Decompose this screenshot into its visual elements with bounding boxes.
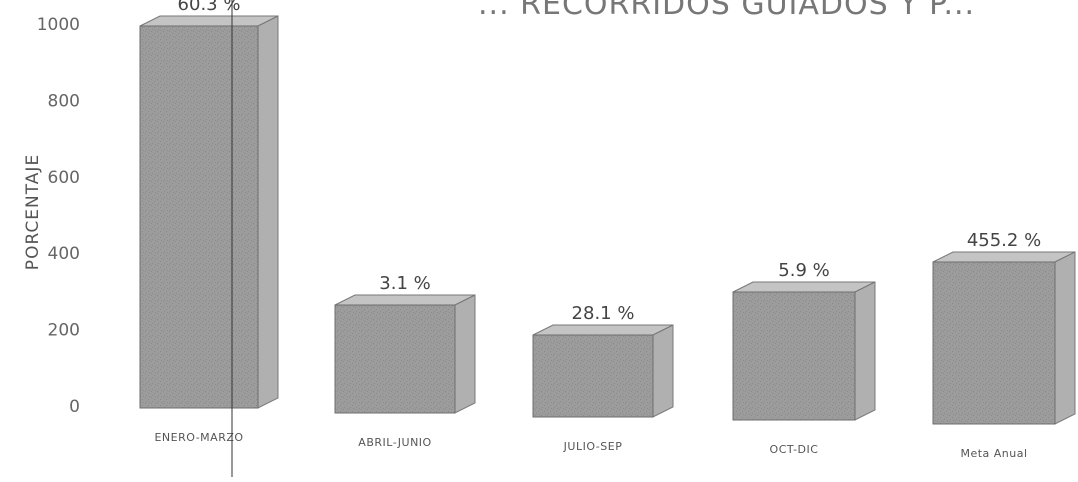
bar-front-face [334, 304, 456, 414]
bar-side-face [257, 15, 279, 409]
category-label: Meta Anual [960, 447, 1027, 460]
bar-front-face [532, 334, 654, 418]
data-label: 28.1 % [572, 303, 635, 324]
y-tick-label: 800 [48, 91, 80, 111]
bar [334, 294, 476, 414]
bar-top-face [732, 281, 876, 293]
bar [139, 15, 279, 409]
y-tick-label: 400 [48, 244, 80, 264]
bar [932, 251, 1076, 425]
bar-front-face [732, 291, 856, 421]
data-label: 5.9 % [778, 260, 829, 281]
y-tick-label: 1000 [37, 15, 80, 35]
bar-top-face [139, 15, 279, 27]
y-axis-ticks: 0 200 400 600 800 1000 [37, 15, 80, 417]
bar-front-face [139, 25, 259, 409]
category-label: JULIO-SEP [563, 440, 623, 453]
data-label: 455.2 % [967, 230, 1041, 251]
data-label: 60.3 % [178, 0, 241, 15]
data-label: 3.1 % [379, 273, 430, 294]
bar-side-face [1054, 251, 1076, 425]
bar-top-face [334, 294, 476, 306]
bar-top-face [532, 324, 674, 336]
bar-side-face [454, 294, 476, 414]
bar [732, 281, 876, 421]
y-tick-label: 0 [69, 397, 80, 417]
y-axis-label: PORCENTAJE [23, 154, 43, 270]
bar [532, 324, 674, 418]
chart-title: ... RECORRIDOS GUIADOS Y P... [478, 0, 975, 22]
bar-side-face [854, 281, 876, 421]
bar-front-face [932, 261, 1056, 425]
category-label: ABRIL-JUNIO [358, 436, 431, 449]
y-tick-label: 200 [48, 321, 80, 341]
bar-side-face [652, 324, 674, 418]
labels-layer: 60.3 % ENERO-MARZO 3.1 % ABRIL-JUNIO 28.1 % J… [154, 0, 1041, 460]
category-label: OCT-DIC [770, 443, 819, 456]
bar-top-face [932, 251, 1076, 263]
bars-layer [139, 15, 1076, 425]
category-label: ENERO-MARZO [154, 431, 243, 444]
y-tick-label: 600 [48, 168, 80, 188]
